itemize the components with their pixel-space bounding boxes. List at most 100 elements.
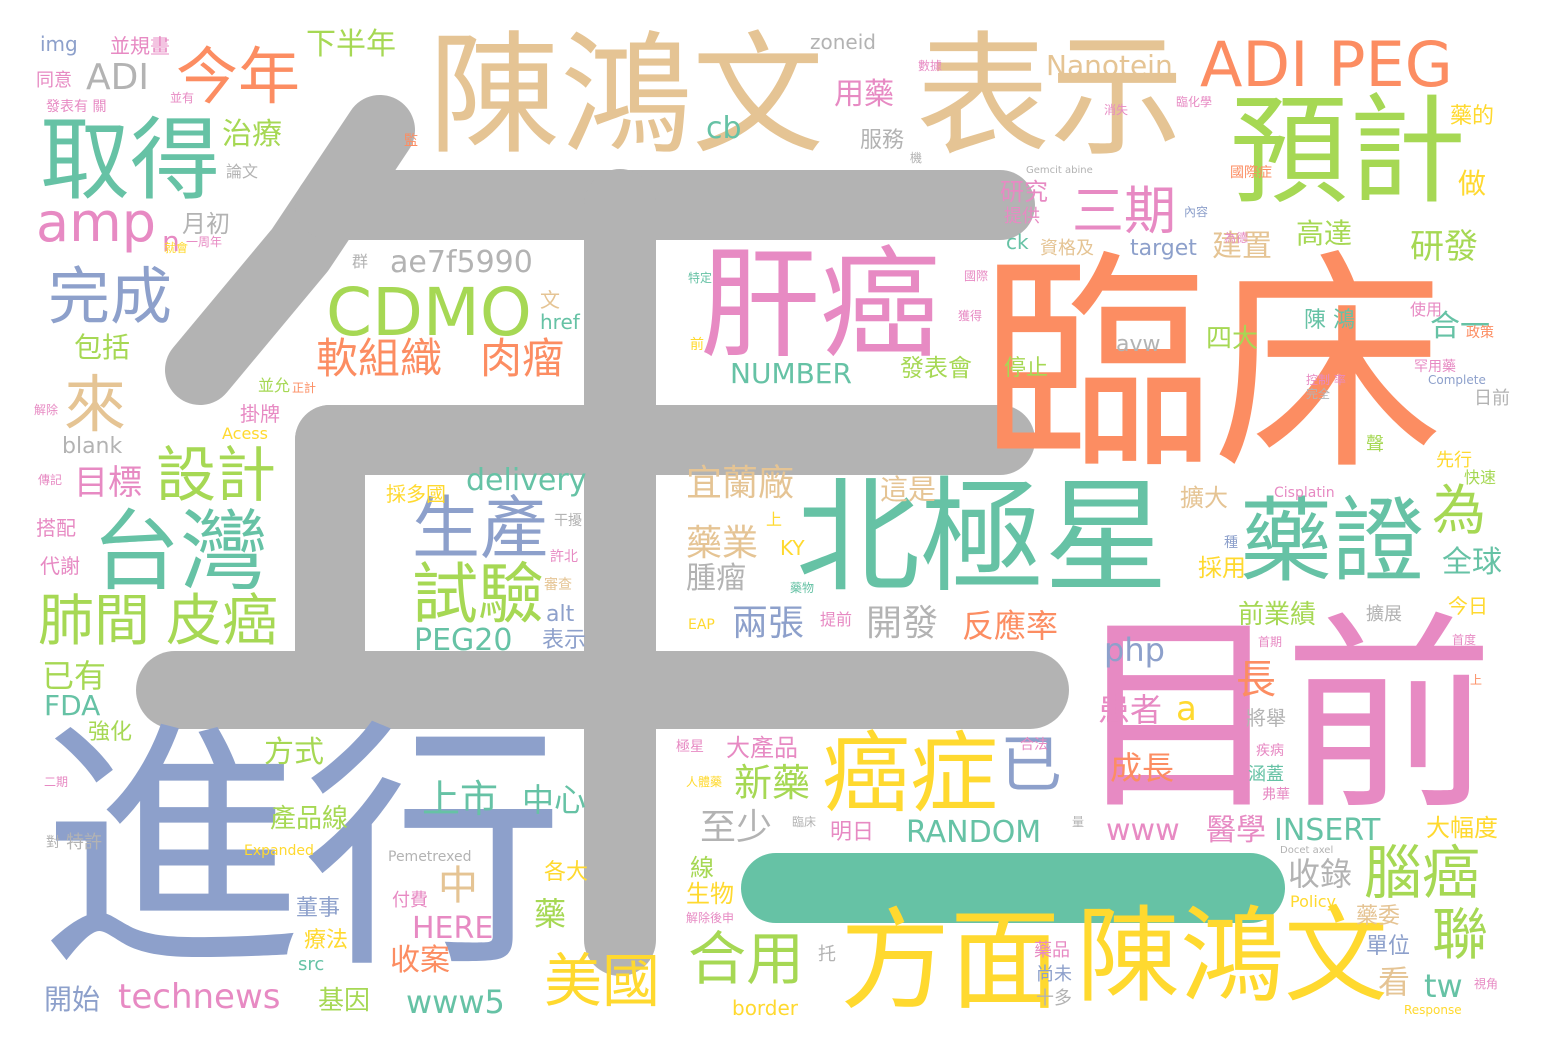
- word-response: Response: [1404, 1003, 1462, 1017]
- word-zhong: 中: [438, 863, 478, 909]
- word-linchuang-small: 臨床: [792, 815, 817, 829]
- word-acess: Acess: [222, 424, 268, 443]
- word-chenhong-small: 陳 鴻: [1304, 308, 1355, 333]
- word-jiuhui: 就會: [164, 241, 189, 255]
- word-huode: 獲得: [958, 309, 983, 323]
- word-href: href: [540, 310, 580, 334]
- word-fangshi: 方式: [264, 735, 324, 770]
- word-yizhounian: 一周年: [186, 235, 223, 249]
- word-quanqiu: 全球: [1442, 545, 1502, 580]
- word-shengchan: 生產: [412, 490, 549, 569]
- word-ky: KY: [780, 536, 805, 560]
- word-tigong: 提供: [1004, 206, 1040, 227]
- word-yuji: 預計: [1230, 82, 1467, 220]
- word-fuwu: 服務: [860, 128, 905, 153]
- word-yilanchang: 宜蘭廠: [686, 463, 795, 504]
- word-yanfa: 研發: [1410, 227, 1478, 267]
- word-hanyongyao: 罕用藥: [1414, 359, 1456, 375]
- word-biaoshi-small: 表示: [542, 628, 587, 653]
- word-zhengce: 政策: [1466, 325, 1494, 341]
- word-yaopin: 藥品: [1034, 940, 1070, 961]
- word-jiyin: 基因: [318, 986, 371, 1016]
- word-danwei: 單位: [1366, 934, 1411, 959]
- word-chang: 長: [1236, 657, 1276, 703]
- word-dongshi: 董事: [296, 896, 341, 921]
- word-jinri: 今日: [1448, 594, 1488, 618]
- word-wen: 文: [540, 288, 560, 312]
- word-shang: 上: [766, 510, 783, 529]
- word-technews: technews: [118, 977, 281, 1017]
- word-peg20: PEG20: [414, 623, 513, 658]
- word-mubiao: 目標: [74, 463, 142, 503]
- word-chengzhang: 成長: [1110, 749, 1175, 787]
- word-yanjiu: 研究: [1000, 178, 1048, 206]
- word-qian: 前: [690, 337, 704, 353]
- word-yixue: 醫學: [1206, 813, 1266, 848]
- word-chanpinxian: 產品線: [270, 804, 349, 834]
- word-number: NUMBER: [730, 357, 852, 390]
- word-here: HERE: [412, 911, 494, 946]
- word-fufei: 付費: [392, 890, 428, 911]
- word-jianzhi: 建置: [1212, 229, 1272, 264]
- word-qianghua: 強化: [88, 720, 133, 745]
- word-n: n: [162, 225, 180, 258]
- word-liang: 量: [1072, 815, 1085, 829]
- word-fabiaohui: 發表會: [900, 354, 972, 382]
- word-muqian: 目前: [1074, 594, 1495, 839]
- word-zhongxin: 中心: [522, 781, 587, 819]
- word-jiangju: 將舉: [1246, 706, 1286, 730]
- word-yaode: 藥的: [1450, 104, 1495, 129]
- word-caiduoguo: 採多國: [386, 482, 446, 506]
- word-linchuang: 臨床: [980, 231, 1445, 501]
- word-shang2: 上: [1470, 673, 1483, 687]
- word-xiabannian: 下半年: [306, 27, 396, 62]
- word-shoulu: 收錄: [1288, 855, 1353, 893]
- word-kuoda: 擴大: [1180, 484, 1228, 512]
- word-qun: 群: [352, 252, 369, 271]
- word-heyi: 合一: [1430, 309, 1490, 344]
- word-caiyong: 採用: [1198, 554, 1246, 582]
- word-fangmian: 方面: [840, 897, 1060, 1025]
- word-xubei: 許北: [550, 549, 578, 565]
- word-fabiaoyouguan: 發表有 關: [46, 99, 107, 115]
- word-jian: 監: [404, 133, 418, 149]
- word-feijian: 肺間: [38, 589, 150, 654]
- word-guojizheng: 國際症: [1230, 165, 1272, 181]
- word-qianyeji: 前業績: [1238, 600, 1317, 630]
- word-complete: Complete: [1428, 373, 1486, 387]
- word-shiyong: 使用: [1410, 300, 1443, 319]
- word-zhengji: 正計: [292, 381, 317, 395]
- word-pemetrexed: Pemetrexed: [388, 849, 472, 865]
- word-kan: 看: [1378, 963, 1411, 1001]
- word-policy: Policy: [1290, 892, 1337, 911]
- word-a: a: [1176, 689, 1197, 729]
- word-guapai: 掛牌: [240, 402, 280, 426]
- word-delivery: delivery: [466, 463, 587, 498]
- word-shuju: 數據: [918, 59, 943, 73]
- word-roulio: 肉瘤: [480, 334, 565, 383]
- word-ae7f5990: ae7f5990: [390, 245, 533, 280]
- word-hangai: 涵蓋: [1248, 764, 1284, 785]
- word-shijiao: 視角: [1474, 977, 1499, 991]
- word-rentiyao: 人體藥: [686, 775, 723, 789]
- word-insert: INSERT: [1274, 813, 1381, 848]
- word-piai: 皮癌: [166, 589, 278, 654]
- word-fda: FDA: [44, 689, 101, 722]
- word-linhuaxue: 臨化學: [1176, 95, 1213, 109]
- word-xianxing: 先行: [1436, 450, 1472, 471]
- word-texu: 特許: [66, 832, 102, 853]
- word-eap: EAP: [688, 617, 715, 633]
- word-tiqian: 提前: [820, 610, 853, 629]
- word-wancheng: 完成: [48, 260, 173, 333]
- word-docetaxel: Docet axel: [1280, 845, 1334, 856]
- word-guoji: 國際: [964, 269, 989, 283]
- word-weide: 為德: [1224, 231, 1249, 245]
- word-yaozheng: 藥證: [1240, 488, 1425, 595]
- word-jixing: 極星: [676, 739, 704, 755]
- word-wei: 為: [1432, 479, 1486, 542]
- word-jinnian: 今年: [176, 40, 301, 113]
- word-shoudu: 首度: [1452, 633, 1477, 647]
- word-zhuanji: 傳記: [38, 473, 63, 487]
- word-shengwu: 生物: [686, 880, 734, 908]
